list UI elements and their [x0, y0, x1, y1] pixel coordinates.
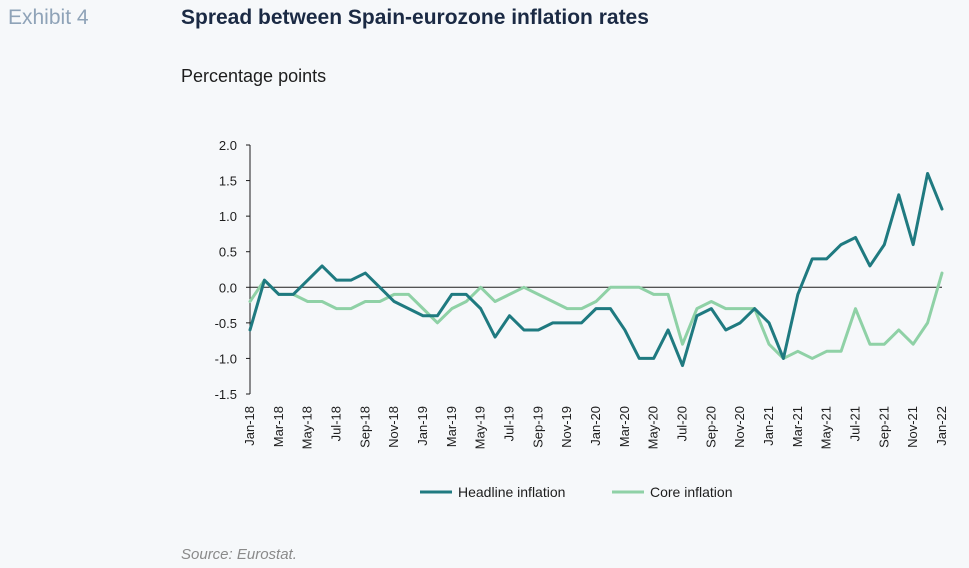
- x-tick-label: Jan-20: [588, 406, 603, 446]
- y-tick-label: -1.0: [215, 351, 237, 366]
- legend-label: Core inflation: [650, 484, 733, 500]
- line-chart: 2.0 1.5 1.0 0.5 0.0 -0.5 -1.0 -1.5 Jan-18 Mar-18…: [215, 138, 949, 500]
- chart-subtitle: Percentage points: [181, 66, 327, 86]
- x-axis: Jan-18 Mar-18 May-18 Jul-18 Sep-18 Nov-18 Jan-…: [242, 286, 949, 449]
- x-tick-label: Jul-19: [502, 406, 517, 441]
- y-tick-label: 1.5: [219, 174, 237, 189]
- exhibit-label: Exhibit 4: [8, 6, 89, 29]
- x-tick-label: Nov-20: [732, 406, 747, 448]
- x-tick-label: Sep-19: [530, 406, 545, 448]
- y-tick-label: 0.0: [219, 280, 237, 295]
- y-tick-label: -0.5: [215, 316, 237, 331]
- x-tick-label: Jan-19: [415, 406, 430, 446]
- x-tick-label: May-21: [819, 406, 834, 449]
- y-tick-label: 0.5: [219, 245, 237, 260]
- x-tick-label: Sep-20: [703, 406, 718, 448]
- y-tick-label: 2.0: [219, 138, 237, 153]
- x-tick-label: May-18: [300, 406, 315, 449]
- legend: Headline inflation Core inflation: [420, 484, 733, 500]
- x-tick-label: Mar-19: [444, 406, 459, 447]
- x-tick-label: Jul-20: [675, 406, 690, 441]
- legend-label: Headline inflation: [458, 484, 565, 500]
- x-tick-label: Jul-21: [848, 406, 863, 441]
- x-tick-label: Sep-21: [876, 406, 891, 448]
- x-tick-label: Mar-20: [617, 406, 632, 447]
- y-tick-label: 1.0: [219, 209, 237, 224]
- x-tick-label: Nov-18: [386, 406, 401, 448]
- x-tick-label: May-19: [473, 406, 488, 449]
- y-axis: 2.0 1.5 1.0 0.5 0.0 -0.5 -1.0 -1.5: [215, 138, 251, 402]
- x-tick-label: Mar-18: [271, 406, 286, 447]
- y-tick-label: -1.5: [215, 387, 237, 402]
- x-tick-label: Jan-18: [242, 406, 257, 446]
- x-tick-label: Jan-22: [934, 406, 949, 446]
- x-tick-label: May-20: [646, 406, 661, 449]
- x-tick-label: Sep-18: [357, 406, 372, 448]
- x-tick-label: Nov-19: [559, 406, 574, 448]
- x-tick-label: Jan-21: [761, 406, 776, 446]
- x-tick-label: Mar-21: [790, 406, 805, 447]
- chart-title: Spread between Spain-eurozone inflation …: [181, 6, 649, 29]
- x-tick-label: Nov-21: [905, 406, 920, 448]
- x-tick-label: Jul-18: [329, 406, 344, 441]
- source-note: Source: Eurostat.: [181, 546, 297, 563]
- core-inflation-line: [248, 271, 944, 360]
- headline-inflation-line: [248, 171, 944, 368]
- series-layer: [248, 171, 944, 368]
